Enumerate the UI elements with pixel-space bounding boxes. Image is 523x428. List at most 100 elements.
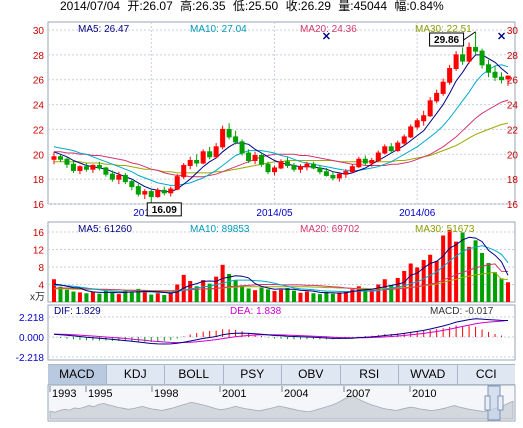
- low-value: 25.50: [248, 0, 278, 13]
- quote-header: 2014/07/04 开:26.07 高:26.35 低:25.50 收:26.…: [60, 0, 444, 13]
- tab-cci[interactable]: CCI: [475, 367, 497, 381]
- candle-body: [291, 164, 297, 170]
- volume-bar: [402, 270, 407, 302]
- tab-kdj[interactable]: KDJ: [107, 365, 165, 384]
- tab-rsi[interactable]: RSI: [341, 365, 399, 384]
- price-ma-legend: MA5: 26.47 MA10: 27.04 MA20: 24.36 MA30: 22…: [78, 24, 472, 35]
- candle: [220, 125, 226, 150]
- volume-bar: [77, 292, 82, 302]
- price-tick-label-left: 16: [33, 200, 45, 211]
- volume-bar: [337, 292, 342, 302]
- candle-body: [57, 156, 63, 160]
- price-ma10-line: [53, 64, 509, 186]
- overview-strip[interactable]: 1993 1995 1998 2001 2004 2007 2010: [47, 384, 516, 422]
- candle-body: [427, 100, 433, 117]
- candle: [181, 162, 187, 180]
- high-label: 高:: [180, 0, 195, 13]
- volume-bar: [324, 291, 329, 302]
- candle: [492, 66, 498, 81]
- candle-body: [414, 120, 420, 128]
- candle-body: [284, 161, 290, 166]
- volume-bar: [155, 293, 160, 302]
- volume-tick-label: 16: [33, 228, 45, 239]
- volume-ma-label: MA10: 89853: [190, 224, 250, 235]
- volume-bar: [350, 289, 355, 302]
- candle-body: [382, 146, 388, 154]
- overview-handle-right[interactable]: [497, 395, 504, 411]
- candle-body: [103, 167, 109, 175]
- macd-tick-label: -2.218: [16, 353, 45, 364]
- candle: [356, 156, 362, 168]
- volume-bar: [149, 294, 154, 302]
- tab-psy[interactable]: PSY: [224, 365, 282, 384]
- candle-body: [310, 163, 316, 169]
- candle: [427, 97, 433, 117]
- candle-body: [304, 163, 310, 168]
- tab-obv[interactable]: OBV: [282, 365, 341, 384]
- price-tick-label-right: 30: [507, 26, 519, 37]
- candle: [51, 151, 57, 165]
- volume-bar: [467, 246, 472, 302]
- tab-wvad[interactable]: WVAD: [399, 365, 458, 384]
- candle-body: [317, 167, 323, 173]
- tab-macd[interactable]: MACD: [48, 365, 107, 384]
- price-tick-label-right: 20: [507, 150, 519, 161]
- volume-bar: [110, 292, 115, 302]
- tab-boll[interactable]: BOLL: [165, 365, 224, 384]
- candle-body: [161, 189, 167, 194]
- candle-body: [453, 54, 459, 70]
- candle: [252, 151, 258, 165]
- volume-bar: [415, 267, 420, 302]
- overview-handle-left[interactable]: [484, 395, 491, 411]
- volume-bar: [447, 229, 452, 302]
- volume-bar: [278, 289, 284, 302]
- volume-bar: [272, 291, 277, 302]
- volume-bar: [291, 290, 296, 302]
- candle: [395, 140, 401, 152]
- candle-body: [252, 155, 258, 161]
- volume-bar: [434, 260, 439, 302]
- candle: [246, 149, 252, 163]
- macd-tick-label: 2.218: [19, 313, 44, 324]
- high-annotation: 29.86: [434, 35, 459, 46]
- candle: [317, 165, 323, 175]
- candle: [148, 189, 154, 203]
- volume-bar: [64, 289, 69, 302]
- price-tick-label-left: 20: [33, 150, 45, 161]
- volume-bar: [389, 284, 394, 302]
- low-annotation: 16.09: [152, 205, 177, 216]
- macd-axis-left: 2.218 0.000 -2.218: [16, 313, 45, 364]
- candle: [479, 48, 485, 69]
- candle: [142, 189, 148, 200]
- candle-body: [135, 186, 141, 195]
- candle-body: [259, 155, 265, 165]
- candle-body: [349, 166, 355, 173]
- candle-body: [129, 181, 135, 188]
- overview-year-label: 2004: [284, 388, 308, 400]
- candle-body: [421, 115, 427, 122]
- volume-bar: [330, 293, 335, 302]
- candle: [194, 154, 200, 167]
- candle: [284, 156, 290, 168]
- high-value: 26.35: [195, 0, 225, 13]
- volume-bar: [505, 282, 511, 302]
- price-tick-label-right: 16: [507, 200, 519, 211]
- candle-body: [297, 166, 303, 170]
- price-panel: 30 28 26 24 22 20 18 16 30 28 26 24 22 20 18 16 2014/0…: [33, 21, 519, 360]
- candle: [291, 162, 297, 172]
- macd-value-label: MACD: -0.017: [430, 306, 494, 317]
- candle-body: [362, 158, 368, 164]
- change-value: 0.84%: [410, 0, 444, 13]
- candle-body: [492, 71, 498, 78]
- candle-body: [246, 152, 252, 162]
- candle-body: [447, 68, 453, 83]
- candle: [336, 172, 342, 182]
- candle-body: [440, 81, 446, 94]
- volume-bar: [233, 280, 238, 302]
- volume-bar: [188, 281, 193, 302]
- price-tick-label-left: 24: [33, 101, 45, 112]
- volume-label: 量:: [338, 0, 353, 13]
- volume-bar: [142, 291, 147, 302]
- candle: [453, 51, 459, 72]
- volume_ma5-line: [53, 236, 509, 294]
